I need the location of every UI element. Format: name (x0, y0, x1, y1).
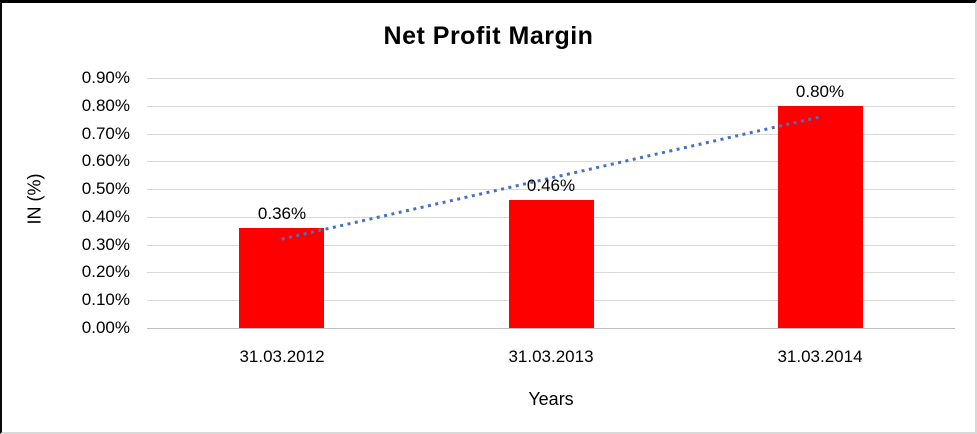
data-label: 0.36% (257, 204, 307, 223)
gridline (147, 106, 955, 107)
x-tick-label: 31.03.2012 (239, 347, 325, 366)
y-tick-label: 0.80% (81, 96, 130, 115)
y-tick-label: 0.00% (81, 318, 130, 337)
x-tick-label: 31.03.2014 (777, 347, 863, 366)
y-tick-label: 0.60% (81, 151, 130, 170)
y-tick-label: 0.30% (81, 235, 130, 254)
gridline (147, 78, 955, 79)
data-label: 0.46% (526, 176, 576, 195)
y-tick-label: 0.90% (81, 68, 130, 87)
y-tick-label: 0.50% (81, 179, 130, 198)
y-tick-label: 0.20% (81, 262, 130, 281)
bar-31.03.2013 (509, 200, 594, 328)
x-axis-line (147, 328, 955, 329)
data-label: 0.80% (795, 82, 845, 101)
bar-31.03.2012 (239, 228, 324, 328)
x-axis-title: Years (528, 389, 574, 409)
y-tick-label: 0.10% (81, 290, 130, 309)
y-tick-label: 0.70% (81, 124, 130, 143)
bar-31.03.2014 (778, 106, 863, 328)
x-tick-label: 31.03.2013 (508, 347, 594, 366)
chart-title: Net Profit Margin (383, 22, 594, 50)
y-tick-label: 0.40% (81, 207, 130, 226)
